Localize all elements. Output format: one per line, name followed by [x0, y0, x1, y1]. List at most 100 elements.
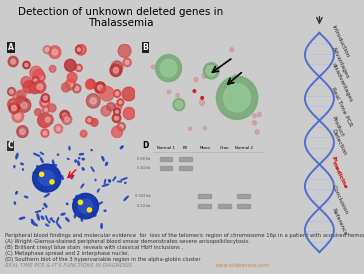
- Text: 0.44 kb: 0.44 kb: [137, 166, 150, 170]
- Ellipse shape: [50, 218, 52, 220]
- Ellipse shape: [97, 202, 103, 205]
- Ellipse shape: [101, 224, 102, 229]
- Circle shape: [25, 63, 28, 67]
- Ellipse shape: [14, 165, 15, 168]
- Circle shape: [156, 55, 182, 82]
- Ellipse shape: [37, 165, 38, 167]
- Circle shape: [8, 99, 19, 110]
- Circle shape: [111, 61, 123, 73]
- Circle shape: [60, 110, 70, 121]
- Ellipse shape: [52, 220, 55, 222]
- Circle shape: [18, 99, 24, 105]
- Text: medicine: medicine: [331, 161, 348, 190]
- Circle shape: [43, 106, 49, 113]
- Circle shape: [63, 113, 67, 118]
- Circle shape: [17, 90, 26, 99]
- Circle shape: [67, 72, 77, 83]
- Ellipse shape: [102, 156, 104, 161]
- Ellipse shape: [78, 161, 80, 165]
- Circle shape: [107, 102, 115, 111]
- Circle shape: [62, 83, 70, 92]
- Ellipse shape: [44, 185, 49, 187]
- Text: Mono: Mono: [199, 146, 210, 150]
- Text: Product: Product: [331, 115, 345, 137]
- Circle shape: [122, 87, 135, 101]
- Circle shape: [223, 84, 250, 112]
- Ellipse shape: [40, 183, 42, 184]
- Ellipse shape: [71, 175, 73, 179]
- Circle shape: [194, 78, 198, 82]
- Circle shape: [41, 129, 49, 137]
- Circle shape: [203, 127, 206, 130]
- Ellipse shape: [106, 162, 107, 165]
- Bar: [218, 204, 231, 209]
- Text: REAL TIME PCR & IT'S FUNCTIONS IN DIAGNOSIS: REAL TIME PCR & IT'S FUNCTIONS IN DIAGNO…: [5, 263, 132, 268]
- Ellipse shape: [92, 215, 96, 216]
- Circle shape: [75, 64, 82, 72]
- Text: in: in: [331, 155, 338, 163]
- Text: 0.303 kb: 0.303 kb: [135, 194, 150, 198]
- Ellipse shape: [62, 175, 63, 179]
- Circle shape: [64, 59, 76, 71]
- Ellipse shape: [79, 153, 83, 155]
- Circle shape: [15, 96, 27, 108]
- Circle shape: [39, 75, 43, 79]
- Circle shape: [167, 90, 171, 94]
- Circle shape: [110, 64, 122, 76]
- Circle shape: [230, 48, 234, 52]
- Circle shape: [38, 113, 51, 127]
- Circle shape: [95, 82, 106, 93]
- Circle shape: [11, 102, 16, 107]
- Circle shape: [111, 126, 123, 138]
- Circle shape: [13, 91, 25, 104]
- Text: Normal 1: Normal 1: [157, 146, 175, 150]
- Circle shape: [203, 63, 219, 79]
- Circle shape: [80, 130, 87, 137]
- Circle shape: [114, 108, 120, 115]
- Circle shape: [77, 48, 80, 51]
- Circle shape: [40, 98, 50, 108]
- Circle shape: [43, 114, 53, 125]
- Circle shape: [29, 81, 41, 94]
- Ellipse shape: [120, 146, 123, 149]
- Circle shape: [8, 87, 15, 96]
- Circle shape: [52, 49, 58, 55]
- Circle shape: [79, 47, 83, 52]
- Circle shape: [257, 112, 261, 116]
- Ellipse shape: [31, 222, 37, 226]
- Bar: [198, 194, 211, 198]
- Circle shape: [37, 84, 43, 90]
- Circle shape: [21, 76, 32, 88]
- Circle shape: [50, 180, 54, 184]
- Ellipse shape: [80, 215, 83, 216]
- Circle shape: [100, 86, 114, 101]
- Circle shape: [90, 98, 96, 104]
- Circle shape: [32, 85, 37, 90]
- Circle shape: [175, 101, 183, 109]
- Circle shape: [253, 121, 256, 125]
- Ellipse shape: [121, 178, 127, 180]
- Ellipse shape: [91, 150, 92, 151]
- Circle shape: [72, 84, 81, 93]
- Circle shape: [235, 105, 240, 109]
- Ellipse shape: [79, 158, 80, 159]
- Text: Real Time PCR: Real Time PCR: [331, 86, 353, 127]
- Circle shape: [43, 131, 47, 135]
- Circle shape: [44, 108, 47, 111]
- Ellipse shape: [81, 218, 83, 221]
- Ellipse shape: [82, 168, 84, 170]
- Ellipse shape: [56, 217, 59, 223]
- Circle shape: [12, 110, 24, 122]
- Ellipse shape: [66, 203, 68, 205]
- Ellipse shape: [52, 160, 54, 166]
- Circle shape: [202, 73, 207, 78]
- Ellipse shape: [53, 164, 54, 165]
- Circle shape: [49, 65, 56, 72]
- Circle shape: [176, 93, 179, 97]
- Circle shape: [255, 130, 259, 134]
- Circle shape: [216, 76, 258, 119]
- Ellipse shape: [44, 203, 47, 207]
- Circle shape: [119, 101, 122, 104]
- Text: Peripheral blood findings and molecular evidence  for  loss of the telomeric reg: Peripheral blood findings and molecular …: [5, 233, 364, 262]
- Circle shape: [125, 61, 129, 64]
